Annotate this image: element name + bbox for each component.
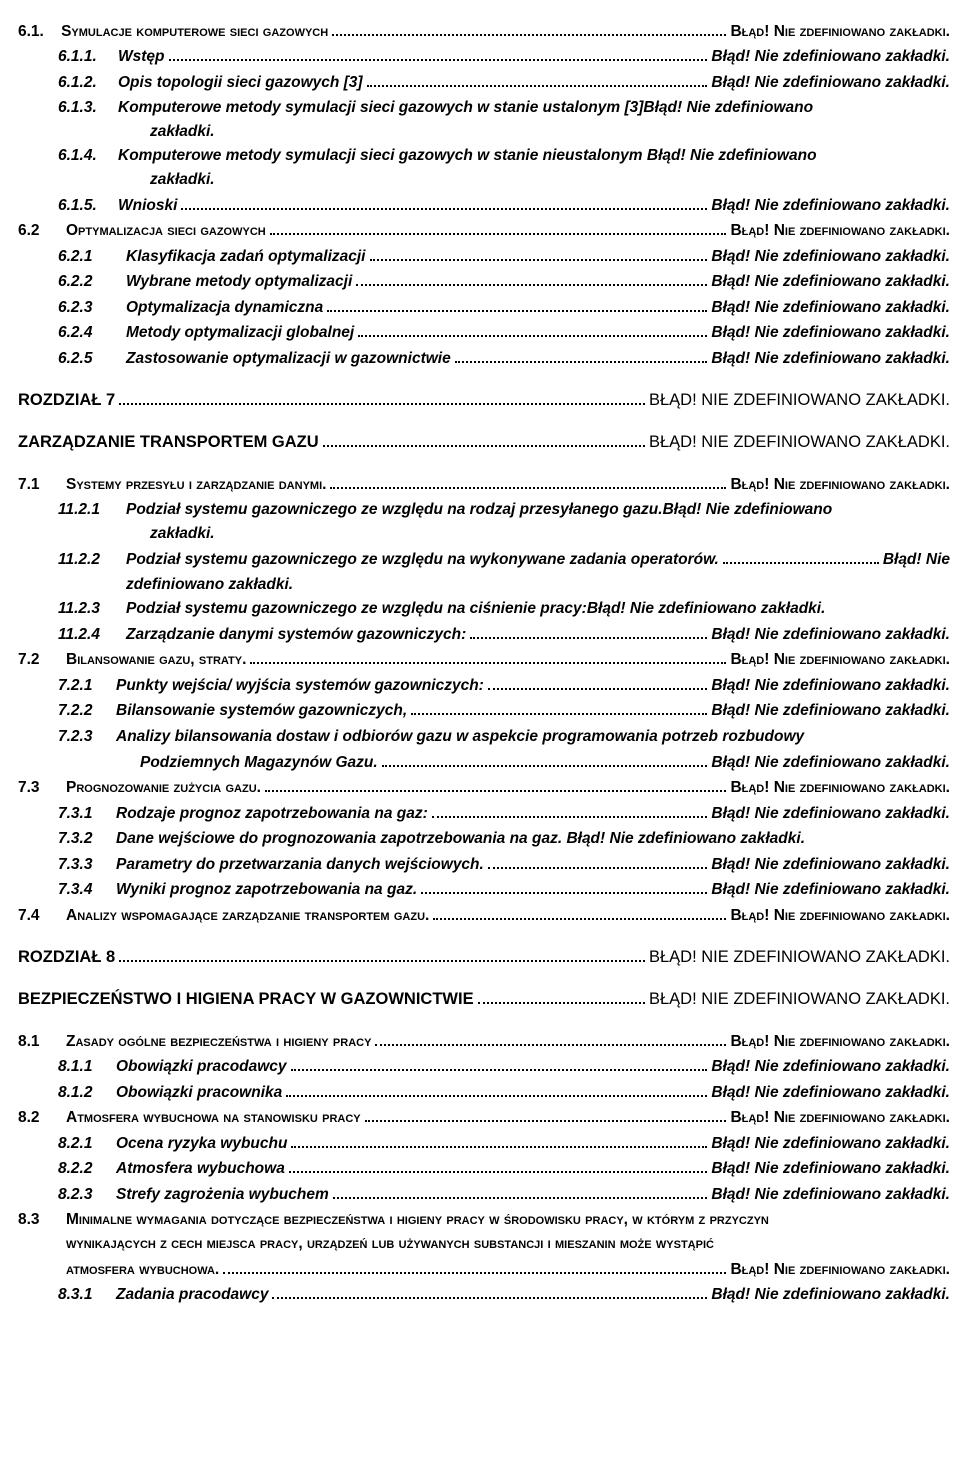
toc-entry: 7.3.3Parametry do przetwarzania danych w… [18, 853, 950, 877]
toc-entry-cont: zdefiniowano zakładki. [18, 573, 950, 597]
num: 6.1.5.Wnioski [58, 194, 177, 218]
toc-entry: 11.2.1Podział systemu gazowniczego ze wz… [18, 498, 950, 522]
chapter-heading: ROZDZIAŁ 8 BŁĄD! NIE ZDEFINIOWANO ZAKŁAD… [18, 945, 950, 971]
toc-entry: 8.1.2Obowiązki pracownika Błąd! Nie zdef… [18, 1081, 950, 1105]
toc-entry: 8.3.1Zadania pracodawcy Błąd! Nie zdefin… [18, 1283, 950, 1307]
toc-entry: 8.2.3Strefy zagrożenia wybuchem Błąd! Ni… [18, 1183, 950, 1207]
toc-entry: 11.2.3Podział systemu gazowniczego ze wz… [18, 597, 950, 621]
toc-entry: 7.2.2Bilansowanie systemów gazowniczych,… [18, 699, 950, 723]
toc-entry: 7.4Analizy wspomagające zarządzanie tran… [18, 904, 950, 928]
toc-entry-cont: wynikających z cech miejsca pracy, urząd… [18, 1232, 950, 1256]
leader [169, 45, 708, 61]
leader [367, 71, 708, 87]
toc-entry: 6.2.3Optymalizacja dynamiczna Błąd! Nie … [18, 296, 950, 320]
toc-entry: 7.2.3Analizy bilansowania dostaw i odbio… [18, 725, 950, 749]
err: Błąd! Nie zdefiniowano zakładki. [711, 71, 950, 95]
toc-entry: 8.3Minimalne wymagania dotyczące bezpiec… [18, 1208, 950, 1232]
toc-entry-cont: atmosfera wybuchowa. Błąd! Nie zdefiniow… [18, 1258, 950, 1282]
chapter-title: BEZPIECZEŃSTWO I HIGIENA PRACY W GAZOWNI… [18, 987, 950, 1013]
num: 6.2Optymalizacja sieci gazowych [18, 219, 266, 243]
toc-entry: 7.3.2Dane wejściowe do prognozowania zap… [18, 827, 950, 851]
chapter-title: ZARZĄDZANIE TRANSPORTEM GAZU BŁĄD! NIE Z… [18, 430, 950, 456]
leader [181, 194, 707, 210]
toc-entry: 8.2.2Atmosfera wybuchowa Błąd! Nie zdefi… [18, 1157, 950, 1181]
leader [332, 20, 726, 36]
toc-entry: 6.2Optymalizacja sieci gazowych Błąd! Ni… [18, 219, 950, 243]
err: Błąd! Nie zdefiniowano zakładki. [730, 219, 950, 243]
toc-entry-cont: zakładki. [18, 522, 950, 546]
err: Błąd! Nie zdefiniowano zakładki. [711, 45, 950, 69]
toc-entry: 8.1Zasady ogólne bezpieczeństwa i higien… [18, 1030, 950, 1054]
toc-entry: 7.3.1Rodzaje prognoz zapotrzebowania na … [18, 802, 950, 826]
toc-entry: 6.1. Symulacje komputerowe sieci gazowyc… [18, 20, 950, 44]
toc-entry: 6.1.1.Wstęp Błąd! Nie zdefiniowano zakła… [18, 45, 950, 69]
toc-entry: 7.1Systemy przesyłu i zarządzanie danymi… [18, 473, 950, 497]
toc-entry: 6.1.5.Wnioski Błąd! Nie zdefiniowano zak… [18, 194, 950, 218]
toc-entry-cont: zakładki. [18, 120, 950, 144]
toc-entry: 6.1.2.Opis topologii sieci gazowych [3] … [18, 71, 950, 95]
toc-entry: 6.2.1Klasyfikacja zadań optymalizacji Bł… [18, 245, 950, 269]
toc-entry: 7.3Prognozowanie zużycia gazu. Błąd! Nie… [18, 776, 950, 800]
chapter-heading: ROZDZIAŁ 7 BŁĄD! NIE ZDEFINIOWANO ZAKŁAD… [18, 388, 950, 414]
leader [270, 219, 727, 235]
toc-entry: 6.1.3.Komputerowe metody symulacji sieci… [18, 96, 950, 120]
num: 6.1. Symulacje komputerowe sieci gazowyc… [18, 20, 328, 44]
toc-entry: 7.2.1Punkty wejścia/ wyjścia systemów ga… [18, 674, 950, 698]
toc-entry: 11.2.2Podział systemu gazowniczego ze wz… [18, 548, 950, 572]
err: Błąd! Nie zdefiniowano zakładki. [730, 20, 950, 44]
toc-entry-cont: Podziemnych Magazynów Gazu. Błąd! Nie zd… [18, 751, 950, 775]
toc-entry: 11.2.4Zarządzanie danymi systemów gazown… [18, 623, 950, 647]
toc-entry: 8.2.1Ocena ryzyka wybuchu Błąd! Nie zdef… [18, 1132, 950, 1156]
toc-entry: 7.3.4Wyniki prognoz zapotrzebowania na g… [18, 878, 950, 902]
toc-entry-cont: zakładki. [18, 168, 950, 192]
toc-entry: 8.1.1Obowiązki pracodawcy Błąd! Nie zdef… [18, 1055, 950, 1079]
toc-entry: 6.2.5Zastosowanie optymalizacji w gazown… [18, 347, 950, 371]
err: Błąd! Nie zdefiniowano zakładki. [711, 194, 950, 218]
num: 6.1.1.Wstęp [58, 45, 165, 69]
toc-entry: 7.2Bilansowanie gazu, straty. Błąd! Nie … [18, 648, 950, 672]
toc-entry: 6.2.2Wybrane metody optymalizacji Błąd! … [18, 270, 950, 294]
toc-entry: 6.2.4Metody optymalizacji globalnej Błąd… [18, 321, 950, 345]
toc-entry: 6.1.4.Komputerowe metody symulacji sieci… [18, 144, 950, 168]
num: 6.1.2.Opis topologii sieci gazowych [3] [58, 71, 363, 95]
toc-entry: 8.2Atmosfera wybuchowa na stanowisku pra… [18, 1106, 950, 1130]
